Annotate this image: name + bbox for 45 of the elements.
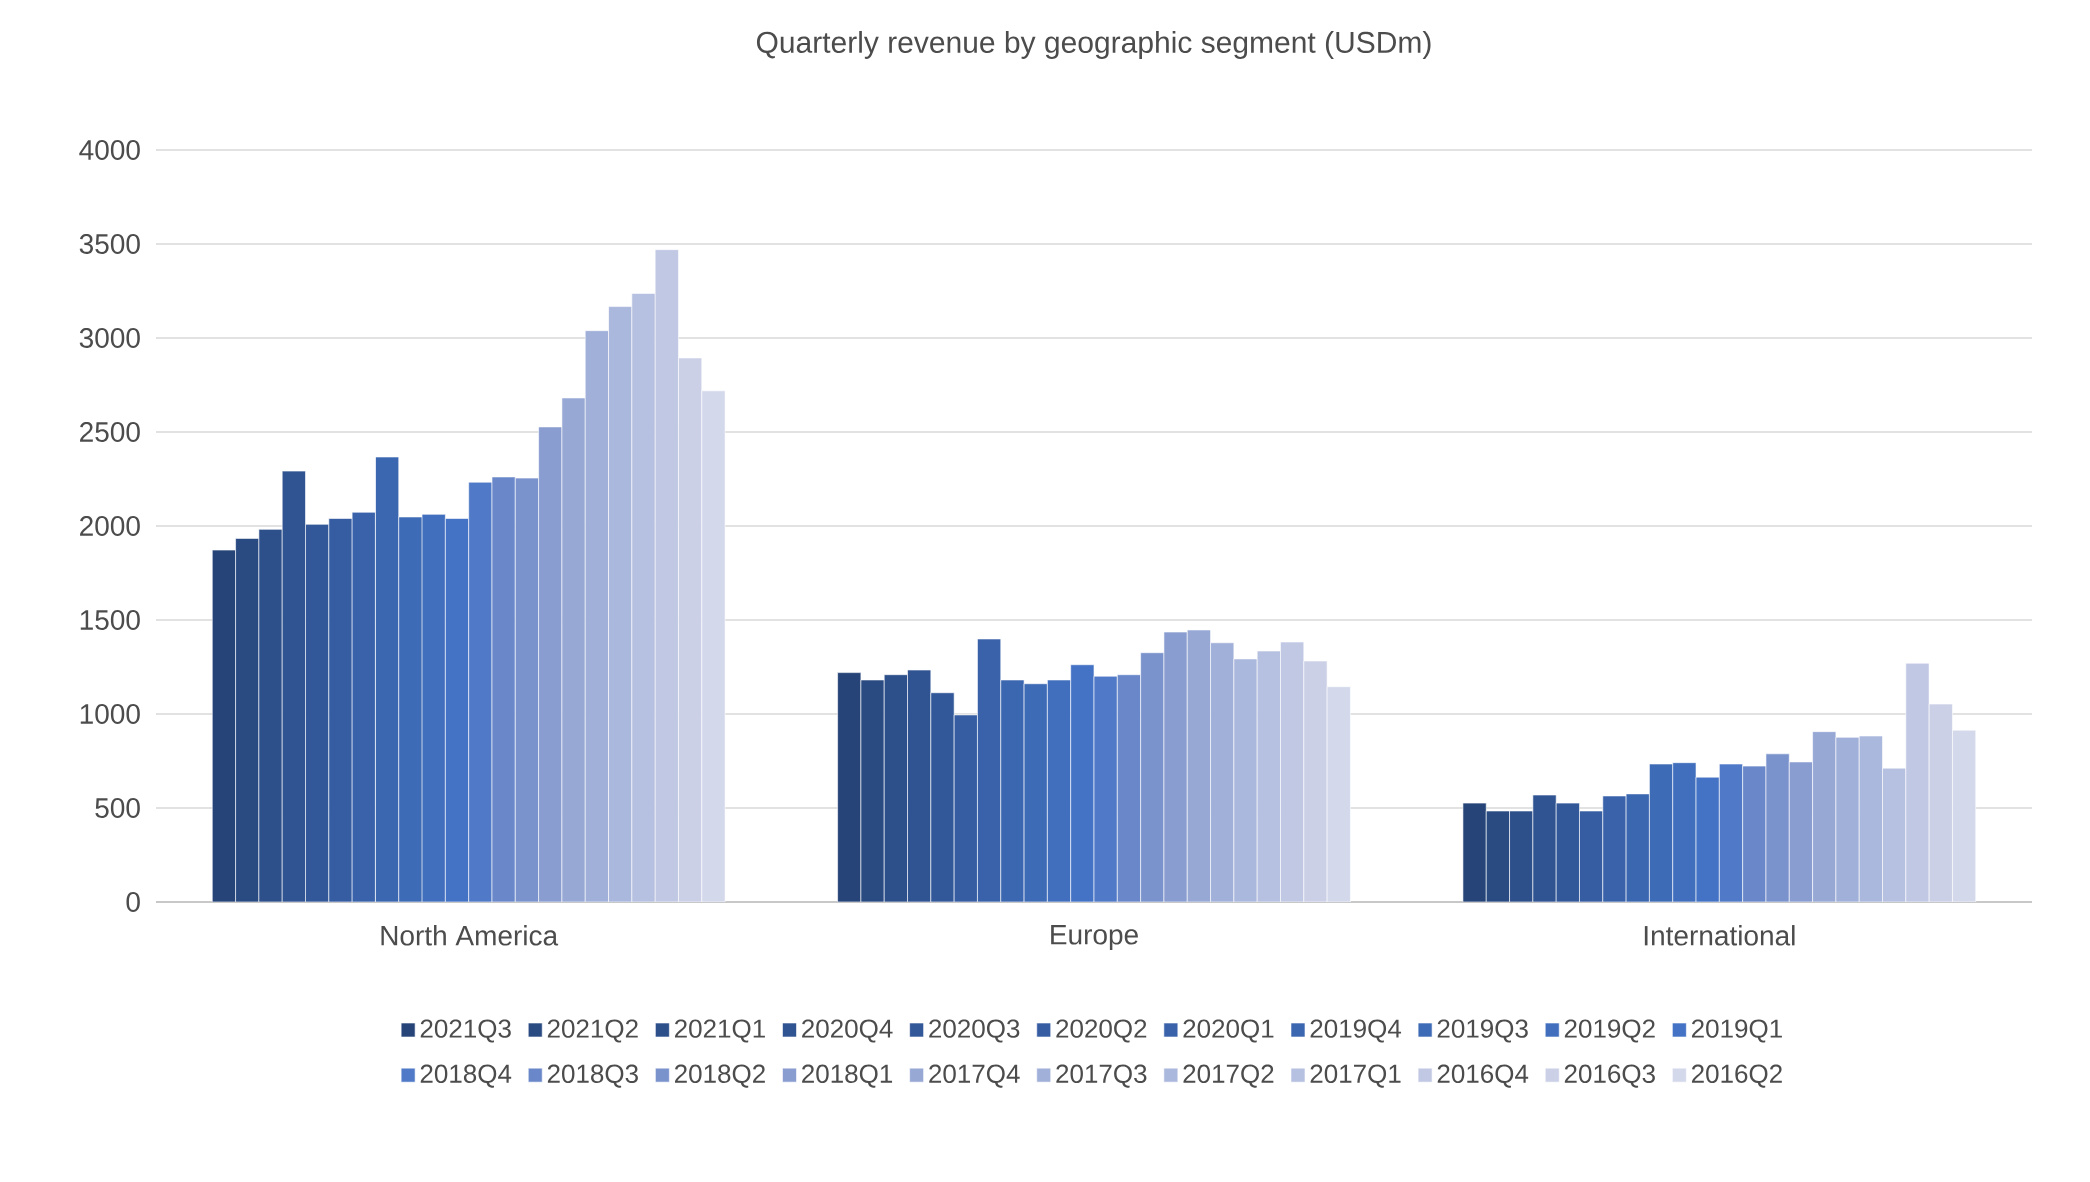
x-tick-label: Europe bbox=[1051, 925, 1138, 951]
bar bbox=[514, 477, 539, 902]
x-tick-label: North America bbox=[381, 925, 559, 946]
bar bbox=[1742, 765, 1767, 902]
legend-label: 2020Q1 bbox=[1183, 1019, 1274, 1043]
legend-label: 2018Q4 bbox=[420, 1064, 512, 1088]
legend-label: 2019Q1 bbox=[1691, 1019, 1782, 1043]
legend-label: 2018Q3 bbox=[547, 1064, 638, 1088]
legend-label: 2016Q2 bbox=[1691, 1064, 1782, 1088]
bar bbox=[1788, 761, 1813, 902]
bar bbox=[1163, 631, 1188, 902]
bar bbox=[837, 672, 862, 902]
legend-label: 2017Q4 bbox=[929, 1064, 1020, 1088]
legend-label: 2020Q4 bbox=[802, 1019, 893, 1043]
legend-label: 2020Q3 bbox=[929, 1019, 1020, 1043]
bar bbox=[538, 426, 563, 902]
y-tick-label: 4000 bbox=[79, 140, 140, 160]
y-tick-label: 1500 bbox=[80, 610, 140, 630]
legend-label: 2018Q1 bbox=[802, 1064, 893, 1088]
y-tick-label: 3000 bbox=[79, 328, 140, 348]
y-tick-label: 500 bbox=[95, 798, 140, 818]
legend-label: 2021Q1 bbox=[674, 1019, 765, 1043]
legend-label: 2017Q3 bbox=[1056, 1064, 1147, 1088]
bar bbox=[1117, 674, 1141, 902]
legend-label: 2017Q2 bbox=[1183, 1064, 1274, 1088]
legend-label: 2016Q4 bbox=[1437, 1064, 1529, 1088]
bar bbox=[1765, 753, 1790, 902]
y-tick-label: 0 bbox=[126, 892, 140, 912]
y-tick-label: 1000 bbox=[80, 704, 140, 724]
legend-label: 2018Q2 bbox=[674, 1064, 765, 1088]
x-tick-label: International bbox=[1644, 925, 1795, 946]
chart-title: Quarterly revenue by geographic segment (USDm) bbox=[756, 30, 1431, 59]
legend-label: 2017Q1 bbox=[1310, 1064, 1401, 1088]
legend-label: 2016Q3 bbox=[1564, 1064, 1655, 1088]
bar bbox=[1140, 652, 1165, 902]
y-tick-label: 2500 bbox=[80, 422, 140, 442]
legend-label: 2020Q2 bbox=[1056, 1019, 1147, 1043]
legend-label: 2019Q3 bbox=[1437, 1019, 1528, 1043]
y-tick-label: 3500 bbox=[79, 234, 140, 254]
legend-label: 2021Q3 bbox=[420, 1019, 511, 1043]
legend-label: 2019Q2 bbox=[1564, 1019, 1655, 1043]
bar bbox=[491, 476, 516, 902]
legend-label: 2019Q4 bbox=[1310, 1019, 1402, 1043]
y-tick-label: 2000 bbox=[80, 516, 140, 536]
legend-label: 2021Q2 bbox=[547, 1019, 638, 1043]
